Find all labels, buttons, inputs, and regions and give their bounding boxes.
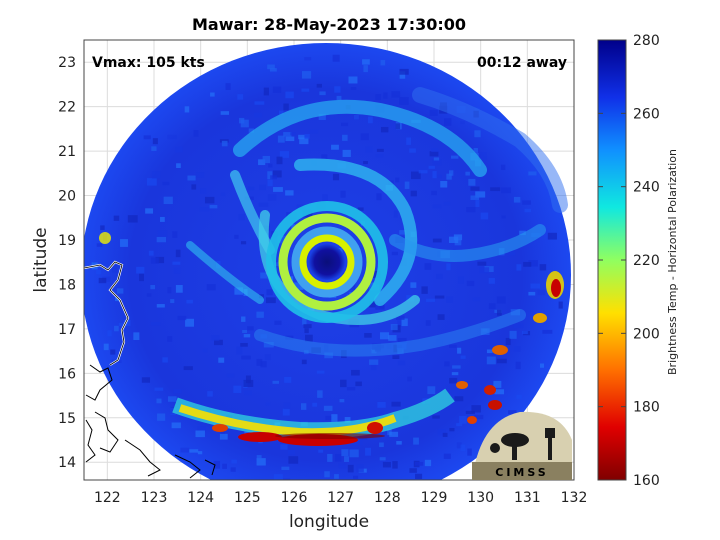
y-tick-label: 23 [58, 55, 76, 71]
x-tick-label: 126 [281, 490, 308, 506]
x-axis: 122 123 124 125 126 127 128 129 130 131 132 [94, 490, 587, 506]
colorbar-tick-label: 220 [633, 253, 660, 269]
coastline-outside [85, 364, 216, 479]
coastline [84, 260, 130, 366]
colorbar-label: Brightness Temp - Horizontal Polarizatio… [666, 149, 679, 375]
y-tick-label: 18 [58, 277, 76, 293]
y-tick-label: 21 [58, 144, 76, 160]
x-tick-label: 131 [514, 490, 541, 506]
eye [309, 244, 345, 280]
x-tick-label: 128 [374, 490, 401, 506]
colorbar-tick-label: 180 [633, 400, 660, 416]
colorbar: 160 180 200 220 240 260 280 Brightness Temp - … [597, 33, 679, 489]
x-axis-label: longitude [289, 512, 369, 532]
vmax-label: Vmax: 105 kts [92, 55, 205, 71]
y-axis-label: latitude [31, 227, 51, 292]
x-tick-label: 122 [94, 490, 121, 506]
y-axis: 14 15 16 17 18 19 20 21 22 23 [58, 55, 76, 471]
eastern-cells [99, 232, 564, 424]
x-tick-label: 130 [467, 490, 494, 506]
spiral-bands [186, 87, 568, 357]
colorbar-tick-label: 240 [633, 180, 660, 196]
eyewall [266, 201, 388, 323]
y-tick-label: 16 [58, 366, 76, 382]
y-tick-label: 22 [58, 100, 76, 116]
plot-area [83, 39, 575, 481]
colorbar-tick-label: 160 [633, 473, 660, 489]
southern-rainband [172, 388, 455, 446]
y-tick-label: 19 [58, 233, 76, 249]
x-tick-label: 123 [141, 490, 168, 506]
y-tick-label: 17 [58, 322, 76, 338]
colorbar-tick-label: 260 [633, 106, 660, 122]
x-tick-label: 132 [561, 490, 588, 506]
colorbar-tick-label: 200 [633, 326, 660, 342]
cimss-logo: CIMSS [472, 411, 572, 480]
y-tick-label: 14 [58, 455, 76, 471]
x-tick-label: 124 [187, 490, 214, 506]
time-offset-label: 00:12 away [477, 55, 567, 71]
logo-text: CIMSS [495, 466, 548, 479]
colorbar-tick-label: 280 [633, 33, 660, 49]
colorbar-ticks: 160 180 200 220 240 260 280 [598, 33, 660, 489]
x-tick-label: 125 [234, 490, 261, 506]
figure-title: Mawar: 28-May-2023 17:30:00 [192, 15, 466, 34]
y-tick-label: 20 [58, 189, 76, 205]
y-tick-label: 15 [58, 411, 76, 427]
x-tick-label: 127 [327, 490, 354, 506]
x-tick-label: 129 [421, 490, 448, 506]
